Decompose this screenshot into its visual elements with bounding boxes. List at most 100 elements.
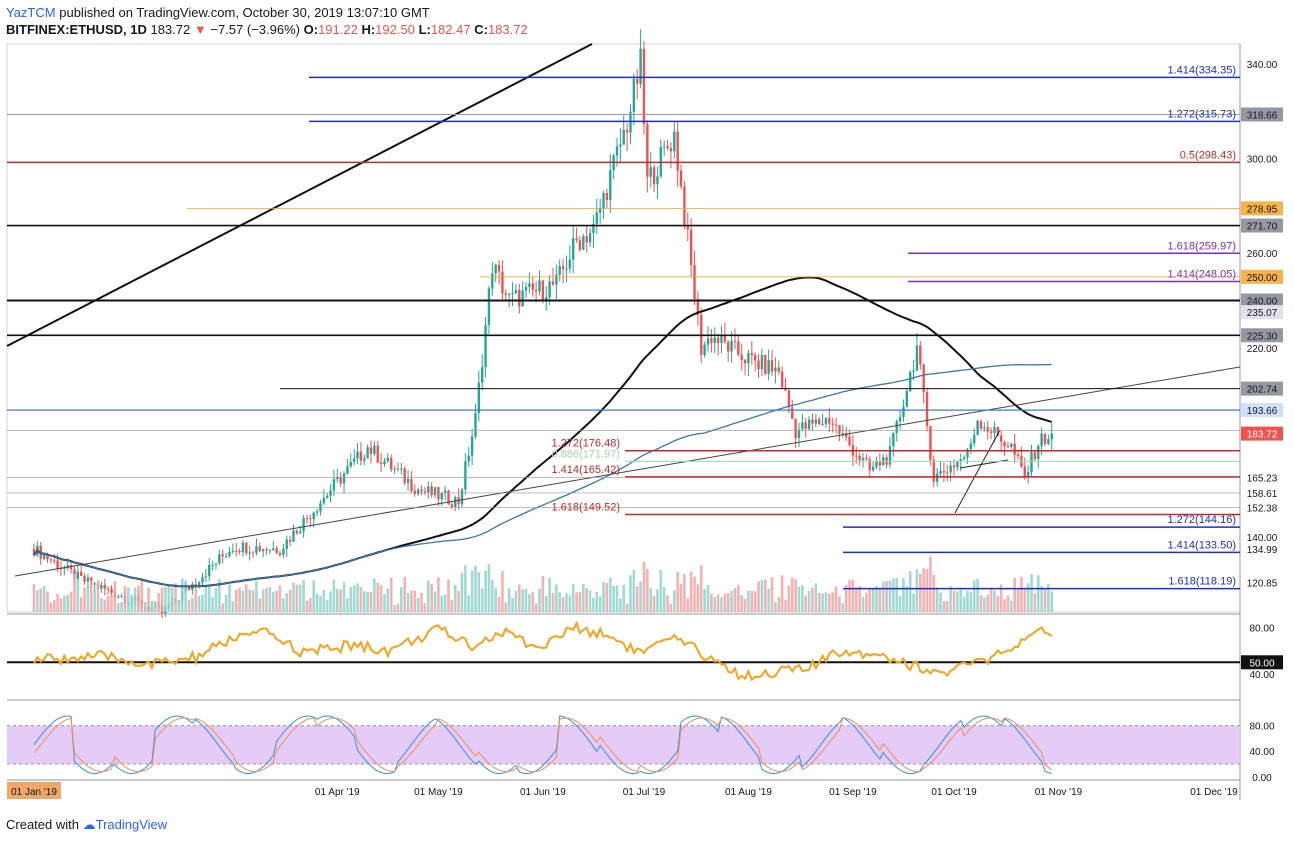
volume-bar — [349, 587, 353, 612]
candle-body — [831, 423, 834, 425]
candle-body — [454, 497, 457, 507]
volume-bar — [191, 597, 194, 612]
candle-body — [1030, 452, 1033, 473]
volume-bar — [305, 600, 309, 612]
tradingview-link[interactable]: TradingView — [95, 817, 168, 832]
candle-body — [871, 466, 875, 471]
trend-line — [14, 366, 1241, 577]
volume-bar — [1010, 600, 1013, 612]
volume-bar — [288, 589, 292, 612]
channel-line — [954, 429, 1001, 514]
candle-body — [534, 289, 538, 292]
volume-bar — [986, 594, 990, 612]
candle-body — [716, 337, 720, 343]
volume-bar — [841, 602, 845, 612]
candle-body — [69, 565, 73, 570]
volume-bar — [514, 591, 518, 612]
volume-bar — [89, 580, 93, 612]
volume-bar — [605, 583, 609, 612]
candle-body — [986, 427, 989, 432]
volume-bar — [420, 593, 423, 612]
candle-body — [689, 229, 693, 265]
volume-bar — [271, 591, 275, 612]
candle-body — [828, 418, 831, 424]
low-label: L: — [418, 22, 431, 37]
publisher-name[interactable]: YazTCM — [6, 5, 56, 20]
volume-bar — [1003, 599, 1006, 612]
volume-bar — [892, 578, 895, 612]
candle-body — [1037, 445, 1040, 460]
volume-bar — [52, 600, 56, 612]
volume-bar — [86, 585, 90, 612]
candle-body — [662, 146, 666, 148]
volume-bar — [895, 577, 899, 612]
candle-body — [218, 554, 221, 564]
volume-bar — [625, 603, 629, 612]
candle-body — [261, 549, 265, 552]
volume-bar — [713, 596, 717, 612]
volume-bar — [528, 594, 531, 612]
volume-bar — [868, 588, 872, 612]
volume-bar — [400, 587, 403, 612]
candle-body — [905, 391, 909, 407]
candle-body — [878, 461, 882, 466]
volume-bar — [699, 565, 703, 612]
volume-bar — [460, 573, 464, 612]
candle-body — [352, 458, 356, 462]
candle-body — [952, 465, 956, 468]
candle-body — [888, 446, 892, 465]
price-scale-label: 152.38 — [1247, 504, 1278, 515]
volume-bar — [770, 577, 774, 612]
volume-bar — [319, 595, 322, 612]
candle-body — [235, 550, 238, 552]
volume-bar — [972, 580, 976, 612]
volume-bar — [976, 578, 979, 612]
volume-bar — [157, 592, 160, 612]
candle-body — [255, 546, 258, 553]
candle-body — [302, 517, 305, 532]
candle-body — [764, 354, 767, 374]
volume-bar — [831, 592, 834, 612]
volume-bar — [56, 593, 59, 612]
candle-body — [595, 212, 598, 224]
candle-body — [565, 268, 568, 270]
volume-bar — [679, 584, 683, 612]
volume-bar — [666, 595, 669, 612]
candle-body — [447, 490, 450, 505]
volume-bar — [710, 593, 713, 612]
volume-bar — [881, 581, 885, 612]
volume-bar — [143, 601, 147, 612]
price-scale-label: 193.66 — [1247, 406, 1278, 417]
volume-bar — [578, 591, 582, 612]
volume-bar — [93, 589, 96, 612]
candle-body — [342, 473, 346, 484]
volume-bar — [234, 589, 238, 612]
price-scale-label-bg — [1241, 575, 1283, 590]
volume-bar — [464, 565, 467, 612]
volume-bar — [440, 595, 444, 612]
volume-bar — [952, 590, 956, 612]
candle-body — [720, 334, 723, 343]
candle-body — [1016, 454, 1020, 457]
candle-body — [288, 539, 292, 542]
candle-body — [895, 421, 898, 433]
fib-level-label: 1.272(144.16) — [1168, 514, 1237, 526]
candle-body — [305, 517, 309, 519]
open-label: O: — [303, 22, 319, 37]
candle-body — [518, 289, 521, 307]
volume-bar — [298, 584, 302, 612]
candle-body — [1013, 443, 1016, 455]
volume-bar — [608, 577, 612, 612]
candle-body — [750, 353, 754, 355]
candle-body — [737, 341, 740, 355]
volume-bar — [137, 585, 140, 612]
volume-bar — [925, 569, 929, 612]
candle-body — [238, 550, 241, 553]
candle-body — [514, 289, 518, 294]
candle-body — [46, 554, 49, 560]
volume-bar — [969, 592, 973, 612]
candle-body — [683, 186, 686, 226]
candle-body — [632, 78, 636, 112]
candle-body — [433, 487, 437, 496]
